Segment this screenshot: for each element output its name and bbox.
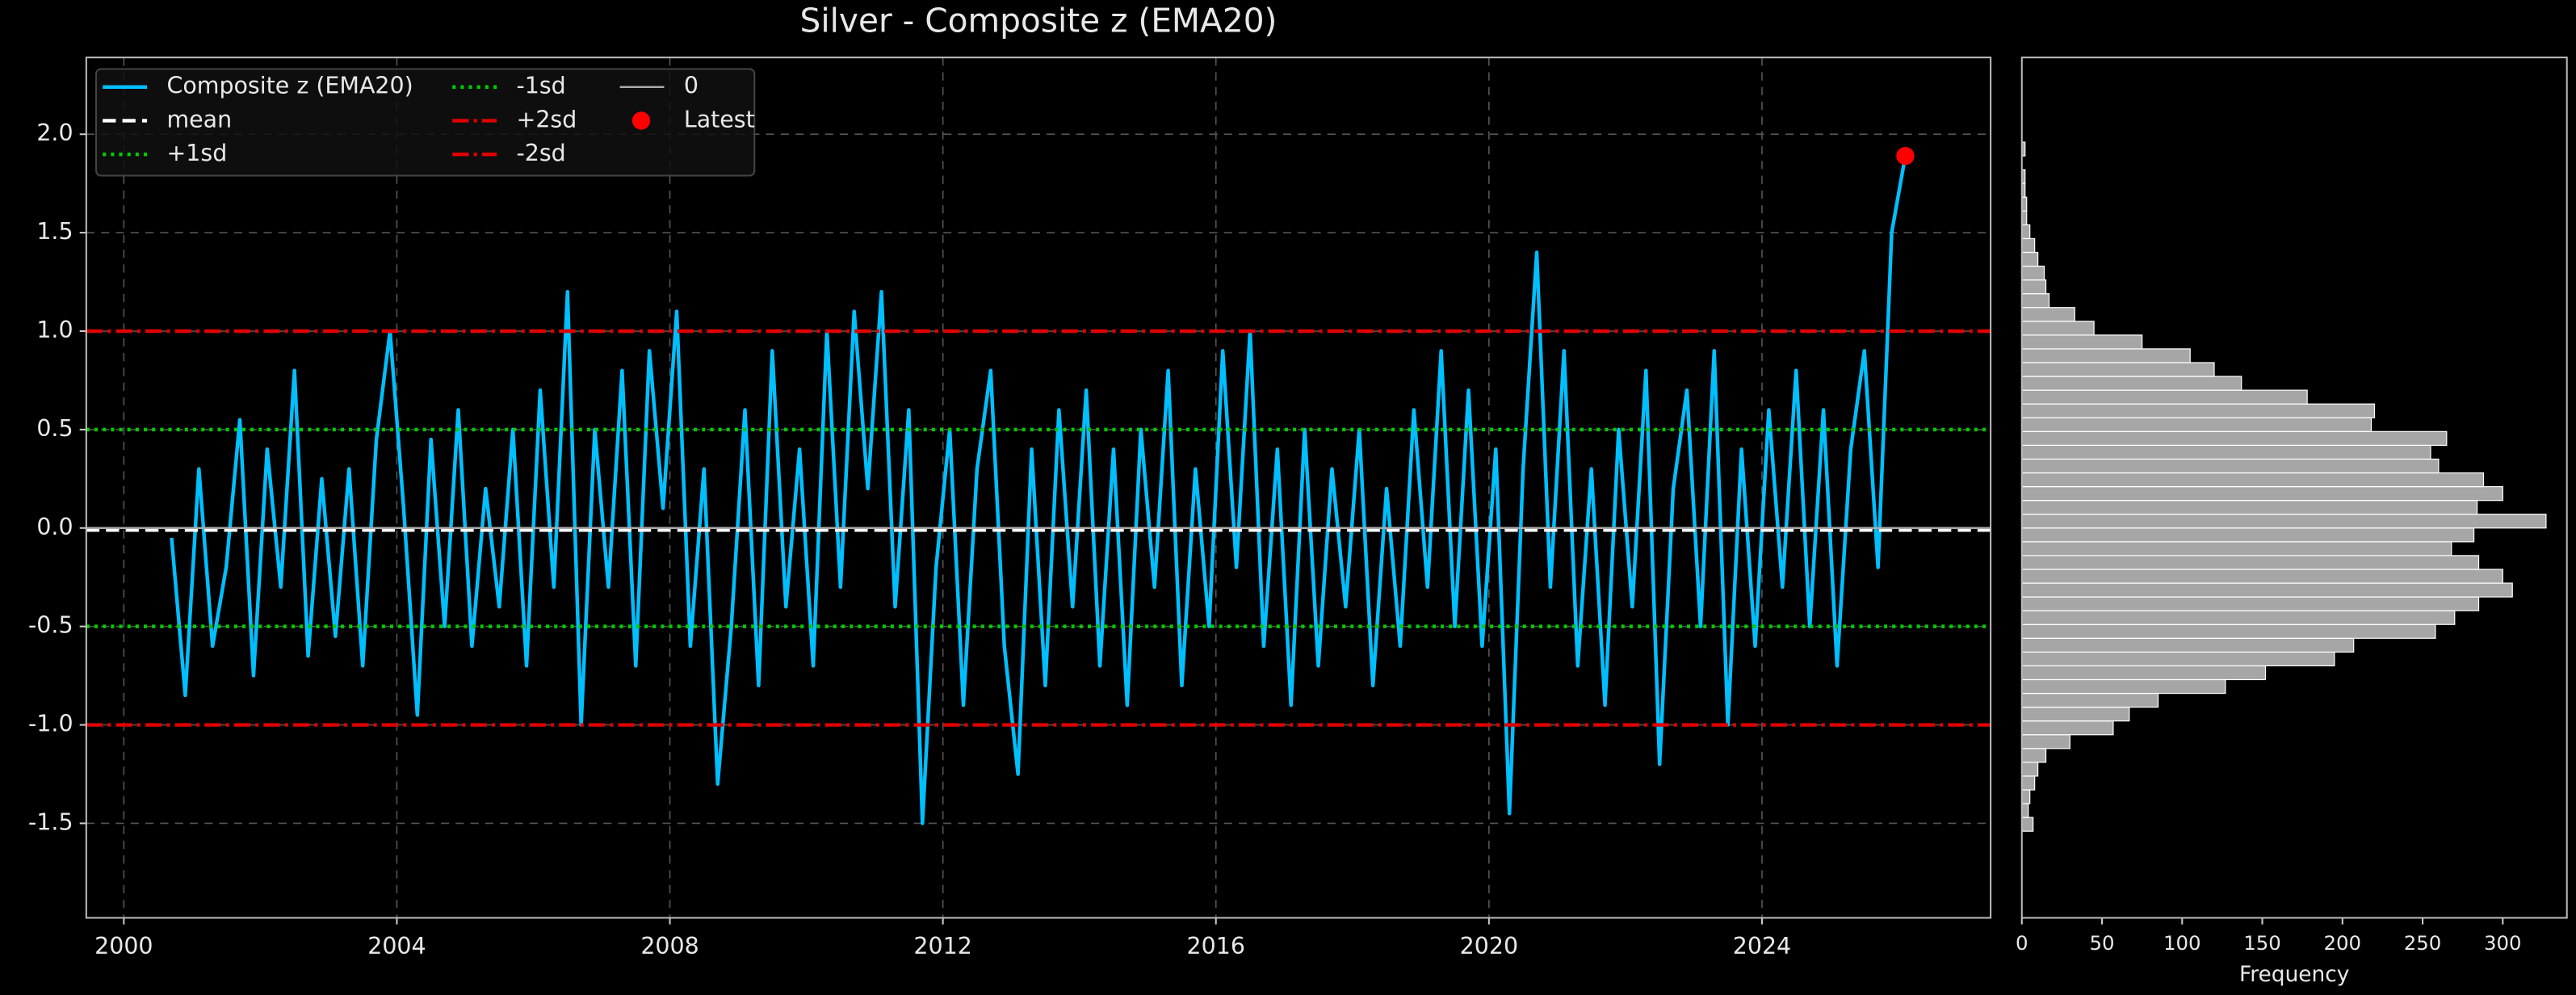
hist-bar [2021,224,2031,240]
hist-bar [2021,307,2075,322]
x-tick-label: 200 [2324,931,2362,955]
x-tick-label: 2024 [1733,933,1791,959]
chart-title: Silver - Composite z (EMA20) [800,1,1278,40]
hist-bar [2021,692,2159,708]
hist-bar [2021,376,2242,391]
x-tick-label: 2000 [94,933,153,959]
hist-bar [2021,430,2448,447]
plot-frame [2020,57,2568,919]
hist-bar [2021,596,2480,611]
hist-bar [2021,623,2436,639]
hist-bar [2021,651,2335,667]
hist-bar [2021,734,2070,749]
x-tick-label: 2008 [640,933,699,959]
legend: Composite z (EMA20) mean +1sd -1sd +2sd -2sd 0… [95,68,756,177]
legend-label: +1sd [166,140,227,166]
hist-bar [2021,789,2031,804]
x-tick-label: 2020 [1460,933,1518,959]
hist-bar [2021,403,2376,418]
hist-bar [2021,472,2485,488]
hist-bar [2021,762,2039,777]
legend-label: Latest [684,106,755,132]
x-tick-label: 0 [2016,931,2028,955]
hist-bar [2021,569,2503,584]
hist-bar [2021,334,2143,350]
hist-bar [2021,720,2114,736]
y-tick-label: -1.5 [28,808,73,835]
hist-bar [2021,348,2191,363]
hist-bar [2021,362,2215,377]
x-tick-label: 2012 [913,933,971,959]
hist-bar [2021,707,2130,722]
x-tick-label: 100 [2163,931,2201,955]
hist-bar [2021,665,2267,681]
hist-bar [2021,514,2547,529]
plot-frame [85,57,1992,919]
hist-bar [2021,444,2431,460]
x-tick-label: 150 [2243,931,2281,955]
x-tick-label: 2016 [1187,933,1245,959]
hist-bar [2021,541,2452,556]
legend-label: Composite z (EMA20) [166,73,413,99]
hist-bar [2021,485,2503,502]
x-tick-label: 2004 [367,933,426,959]
legend-label: 0 [684,73,699,99]
y-tick-label: 0.5 [36,415,73,442]
hist-bar [2021,389,2308,405]
x-tick-label: 250 [2404,931,2442,955]
x-axis-label: Frequency [2239,962,2349,987]
hist-bar [2021,500,2478,515]
hist-bar [2021,279,2047,295]
legend-label: +2sd [516,106,577,132]
legend-box [95,68,756,177]
x-tick-label: 300 [2484,931,2522,955]
legend-label: -1sd [516,73,565,99]
y-tick-label: 2.0 [36,120,73,146]
y-tick-label: 0.0 [36,514,73,540]
hist-bar [2021,555,2480,570]
hist-bar [2021,803,2029,818]
y-tick-label: -0.5 [28,612,73,639]
hist-bar [2021,265,2045,281]
hist-bar [2021,817,2034,832]
hist-bar [2021,237,2036,254]
hist-bar [2021,293,2050,309]
hist-bar [2021,527,2475,543]
hist-bar [2021,775,2036,791]
hist-bar [2021,251,2039,267]
hist-bar [2021,458,2440,474]
x-tick-label: 50 [2089,931,2114,955]
hist-bar [2021,321,2095,336]
latest-point [1896,146,1915,166]
legend-label: -2sd [516,140,565,166]
legend-label: mean [166,106,232,132]
hist-bar [2021,582,2513,598]
hist-bar [2021,637,2355,653]
series-line [170,155,1907,825]
hist-bar [2021,678,2226,695]
legend-marker [631,111,651,130]
hist-bar [2021,748,2047,763]
y-tick-label: 1.5 [36,218,73,245]
hist-bar [2021,417,2373,432]
hist-bar [2021,610,2456,625]
y-tick-label: 1.0 [36,317,73,343]
y-tick-label: -1.0 [28,711,73,737]
